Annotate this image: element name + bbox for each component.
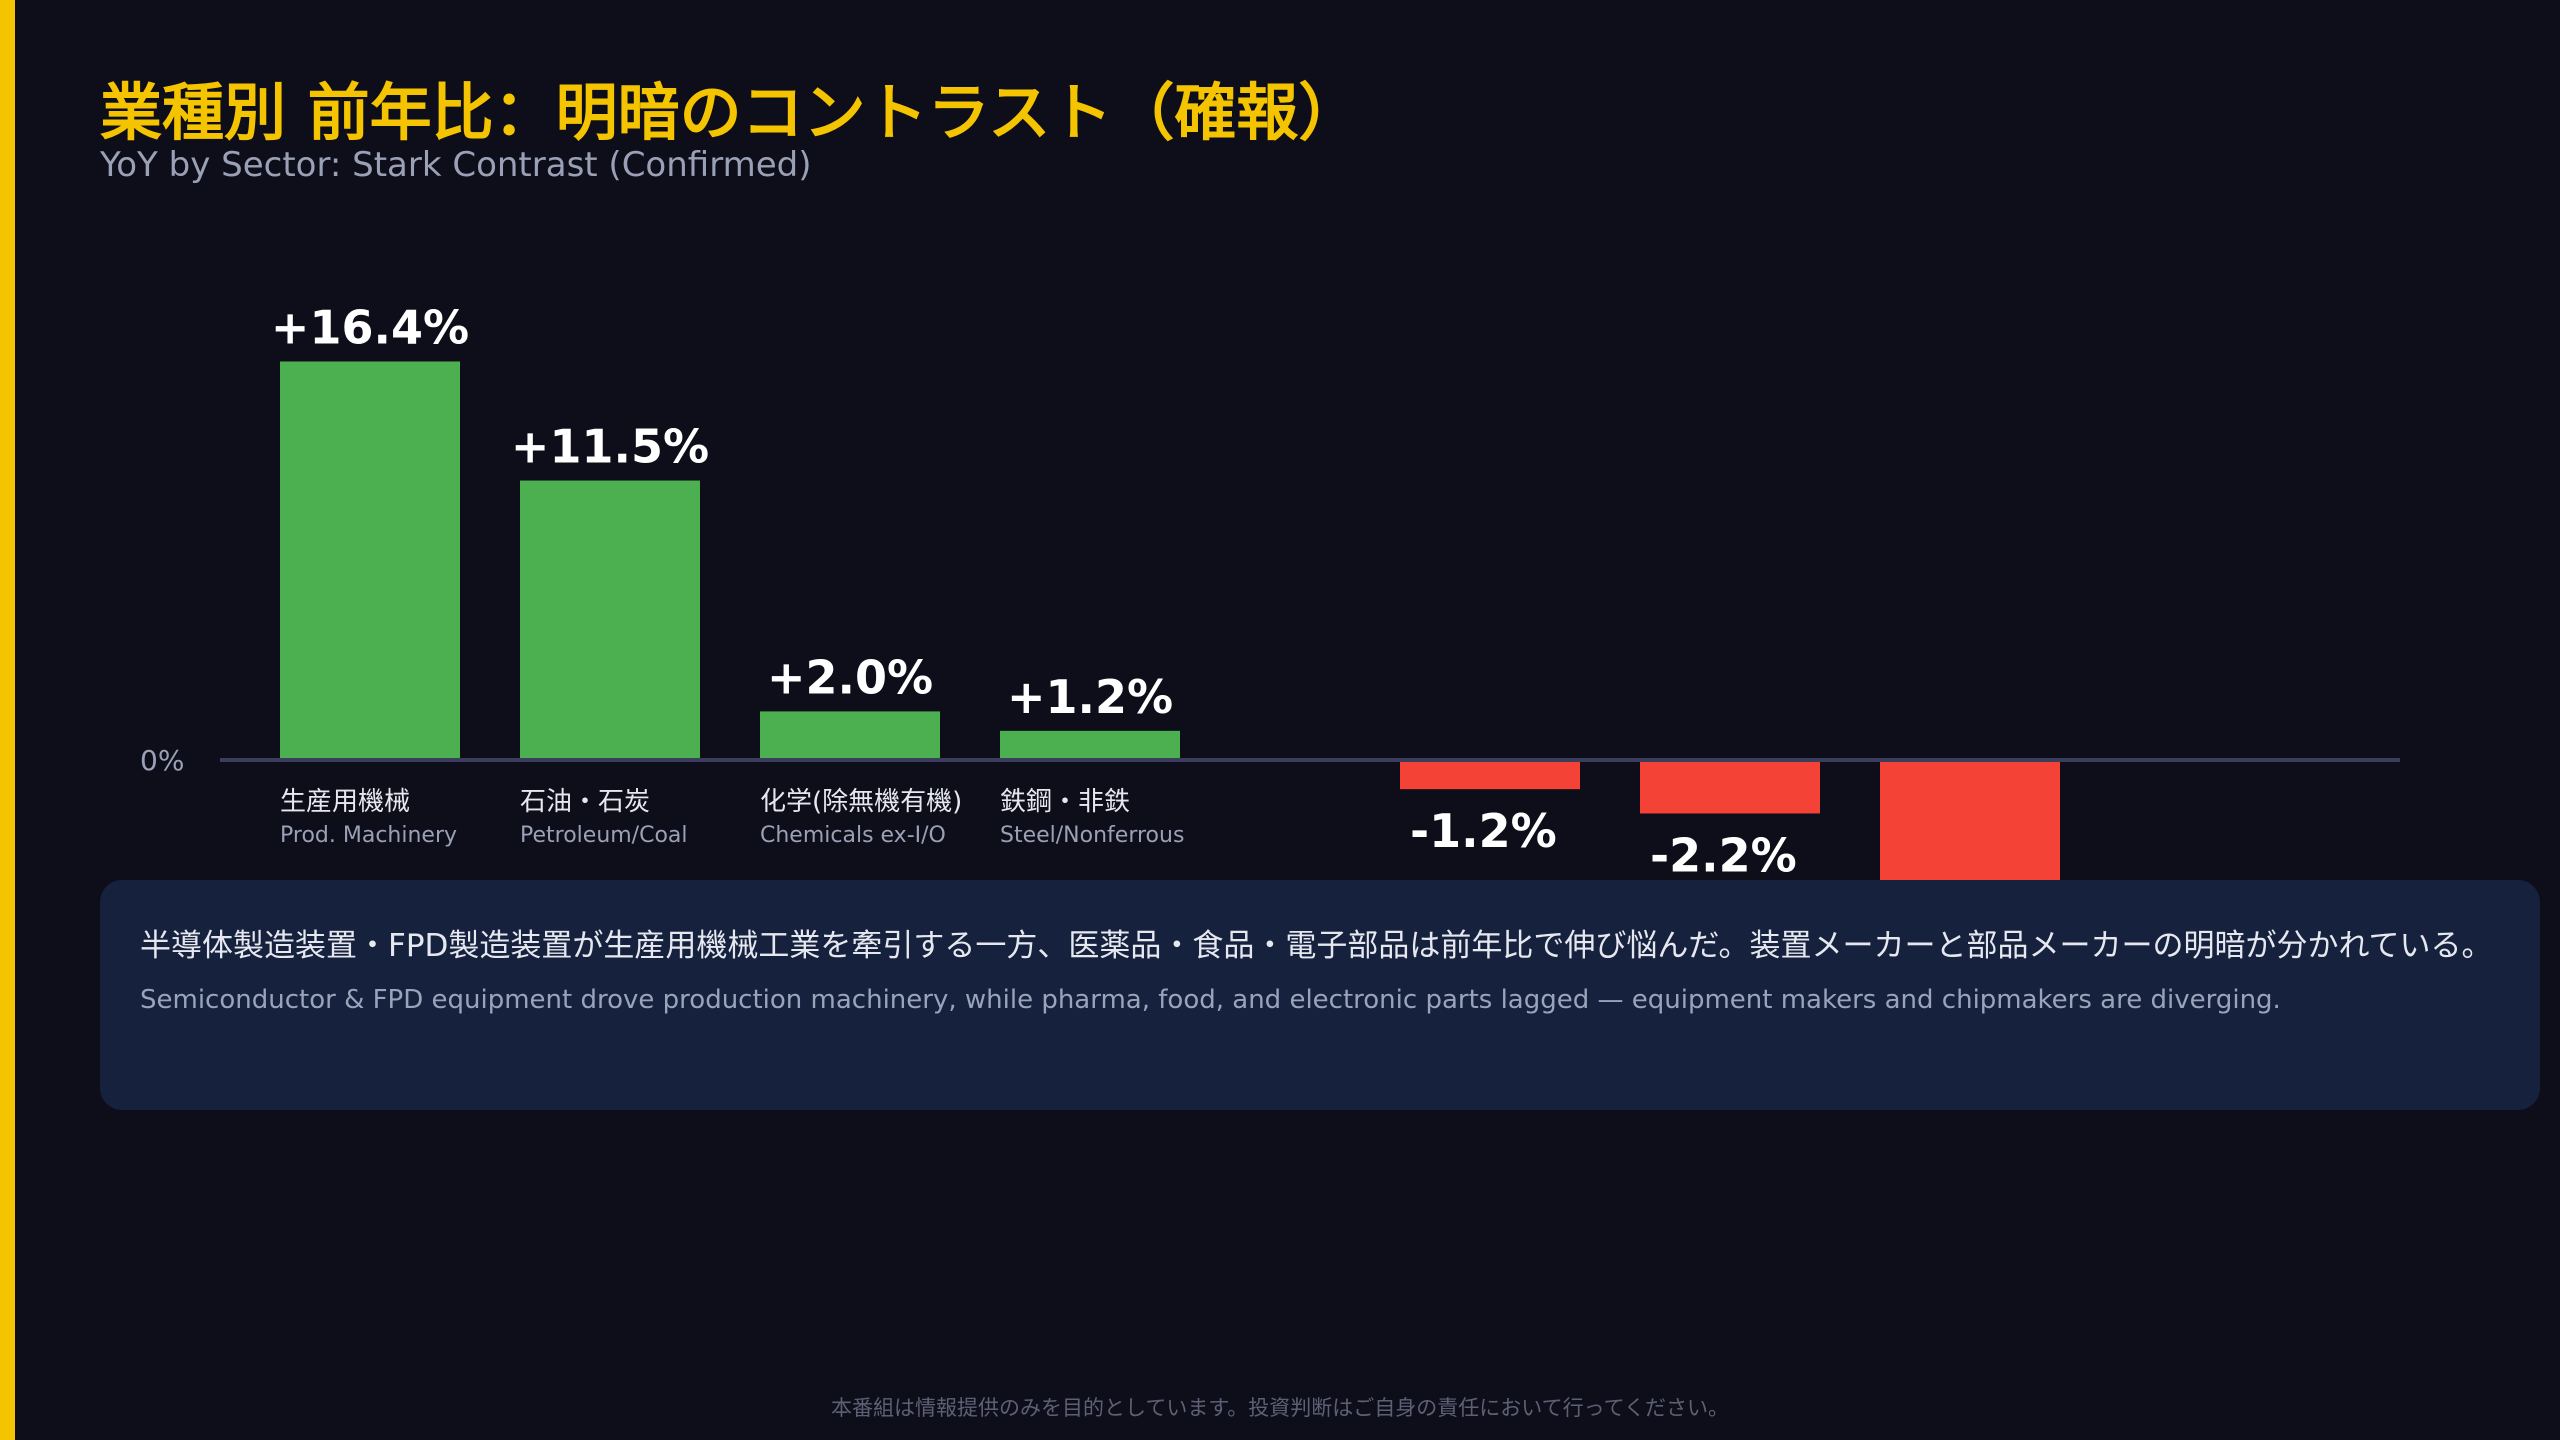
bar-0 xyxy=(280,361,460,760)
bar-2 xyxy=(760,711,940,760)
category-label-ja-0: 生産用機械 xyxy=(280,787,410,817)
bar-1 xyxy=(520,480,700,760)
data-label-5: -2.2% xyxy=(1650,828,1797,882)
data-label-4: -1.2% xyxy=(1410,804,1557,858)
insight-callout: 半導体製造装置・FPD製造装置が生産用機械工業を牽引する一方、医薬品・食品・電子… xyxy=(100,880,2540,1110)
category-label-en-2: Chemicals ex-I/O xyxy=(760,823,946,848)
page-title: 業種別 前年比：明暗のコントラスト（確報） xyxy=(100,76,1361,149)
category-label-ja-3: 鉄鋼・非鉄 xyxy=(1000,787,1130,817)
callout-text-en: Semiconductor & FPD equipment drove prod… xyxy=(140,985,2281,1015)
data-label-0: +16.4% xyxy=(271,300,469,354)
category-label-ja-1: 石油・石炭 xyxy=(520,787,650,817)
data-label-3: +1.2% xyxy=(1007,670,1173,724)
category-label-en-3: Steel/Nonferrous xyxy=(1000,823,1184,848)
page-subtitle: YoY by Sector: Stark Contrast (Confirmed… xyxy=(100,145,812,185)
bar-5 xyxy=(1640,760,1820,814)
data-label-1: +11.5% xyxy=(511,420,709,474)
zero-tick-label: 0% xyxy=(140,744,184,777)
bar-3 xyxy=(1000,730,1180,760)
labels-layer: +16.4% 生産用機械 Prod. Machinery +11.5% 石油・石炭 Pet… xyxy=(271,300,1797,882)
category-label-ja-2: 化学(除無機有機) xyxy=(760,787,962,817)
data-label-2: +2.0% xyxy=(767,650,933,704)
disclaimer: 本番組は情報提供のみを目的としています。投資判断はご自身の責任において行ってくだ… xyxy=(831,1396,1729,1420)
category-label-en-0: Prod. Machinery xyxy=(280,823,457,848)
bars-layer xyxy=(280,361,2060,918)
bar-4 xyxy=(1400,760,1580,790)
accent-bar xyxy=(0,0,15,1440)
category-label-en-1: Petroleum/Coal xyxy=(520,823,688,848)
callout-text-ja: 半導体製造装置・FPD製造装置が生産用機械工業を牽引する一方、医薬品・食品・電子… xyxy=(140,928,2493,964)
